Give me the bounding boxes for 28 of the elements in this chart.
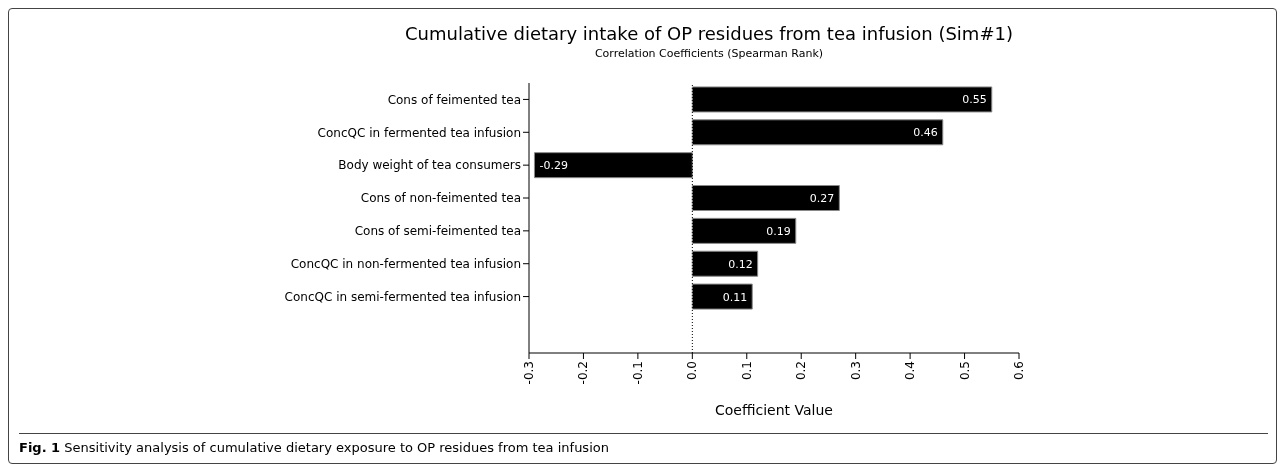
- y-tick-label: Body weight of tea consumers: [338, 158, 521, 173]
- x-tick-label: 0.0: [685, 361, 700, 381]
- x-tick-label: -0.2: [576, 361, 591, 385]
- y-tick-label: Cons of feimented tea: [387, 92, 521, 107]
- y-tick-label: ConcQC in fermented tea infusion: [317, 125, 521, 140]
- chart-subtitle: Correlation Coefficients (Spearman Rank): [593, 47, 825, 60]
- y-tick-label: Cons of semi-feimented tea: [354, 224, 521, 239]
- data-label: 0.46: [913, 126, 938, 140]
- y-tick-label: ConcQC in non-fermented tea infusion: [290, 256, 521, 271]
- data-label: 0.55: [962, 93, 987, 107]
- y-tick-label: ConcQC in semi-fermented tea infusion: [284, 289, 521, 304]
- x-axis-title: Coefficient Value: [715, 402, 833, 418]
- x-tick-label: 0.5: [957, 361, 972, 381]
- data-label: 0.11: [722, 290, 748, 304]
- data-label: -0.29: [539, 159, 568, 173]
- y-tick-label: Cons of non-feimented tea: [360, 191, 521, 206]
- x-tick-label: -0.3: [522, 361, 536, 385]
- x-tick-label: 0.3: [848, 361, 863, 381]
- data-label: 0.12: [728, 257, 753, 271]
- x-tick-label: 0.6: [1012, 361, 1026, 381]
- data-label: 0.19: [766, 224, 791, 238]
- x-tick-label: 0.2: [794, 361, 809, 381]
- x-tick-label: 0.1: [739, 361, 754, 381]
- caption: Fig. 1 Sensitivity analysis of cumulative dietary exposure to OP residues from tea infusion: [19, 433, 1268, 455]
- data-label: 0.27: [809, 192, 835, 206]
- x-tick-label: 0.4: [903, 361, 918, 381]
- chart-title: Cumulative dietary intake of OP residues from tea infusion (Sim#1): [404, 23, 1014, 44]
- x-tick-label: -0.1: [630, 361, 645, 385]
